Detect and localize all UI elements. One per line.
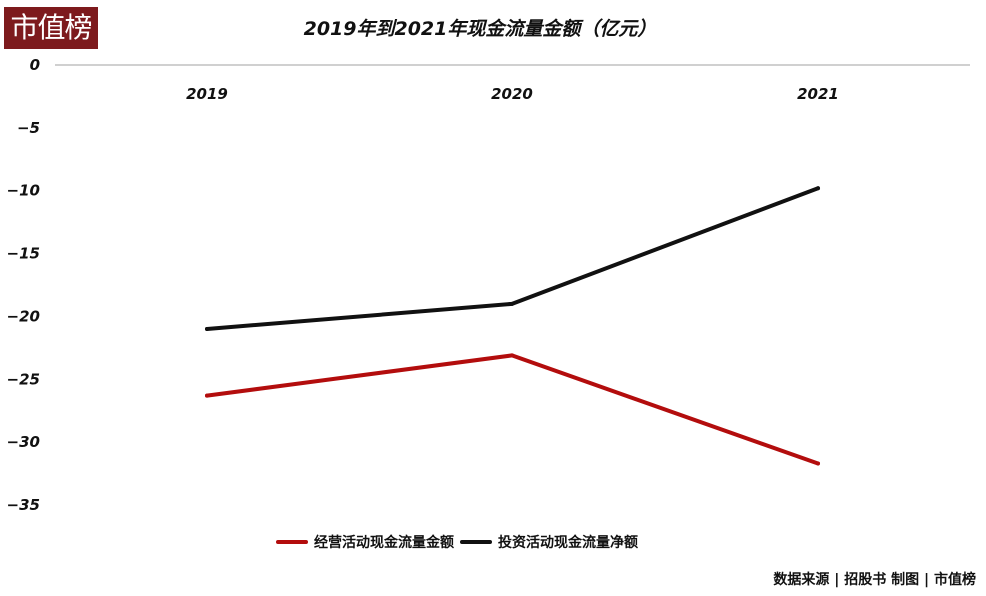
- y-tick-label: −15: [7, 245, 40, 263]
- legend-swatch-operating: [276, 540, 308, 544]
- series-line-1: [205, 186, 820, 331]
- legend-swatch-investing: [460, 540, 492, 544]
- legend: 经营活动现金流量金额 投资活动现金流量净额: [276, 532, 638, 552]
- data-point: [510, 353, 514, 358]
- y-tick-label: −10: [7, 182, 40, 200]
- data-point: [816, 461, 820, 466]
- x-tick-label: 2020: [491, 85, 533, 103]
- y-tick-label: −25: [7, 370, 40, 388]
- y-tick-label: −20: [7, 307, 40, 325]
- chart-title: 2019年到2021年现金流量金额（亿元）: [303, 18, 657, 40]
- data-point: [816, 186, 820, 191]
- legend-label-operating: 经营活动现金流量金额: [314, 535, 454, 551]
- data-point: [510, 301, 514, 306]
- y-tick-label: −5: [17, 119, 40, 137]
- y-tick-label: −30: [7, 433, 40, 451]
- source-note: 数据来源 | 招股书 制图 | 市值榜: [773, 572, 976, 588]
- y-tick-label: 0: [30, 56, 40, 74]
- x-tick-label: 2021: [797, 85, 839, 103]
- data-point: [205, 393, 209, 398]
- data-point: [205, 327, 209, 331]
- x-tick-label: 2019: [186, 85, 228, 103]
- logo: 市值榜: [4, 7, 98, 49]
- legend-label-investing: 投资活动现金流量净额: [498, 535, 638, 551]
- series-line-0: [205, 353, 820, 466]
- y-tick-label: −35: [7, 496, 40, 514]
